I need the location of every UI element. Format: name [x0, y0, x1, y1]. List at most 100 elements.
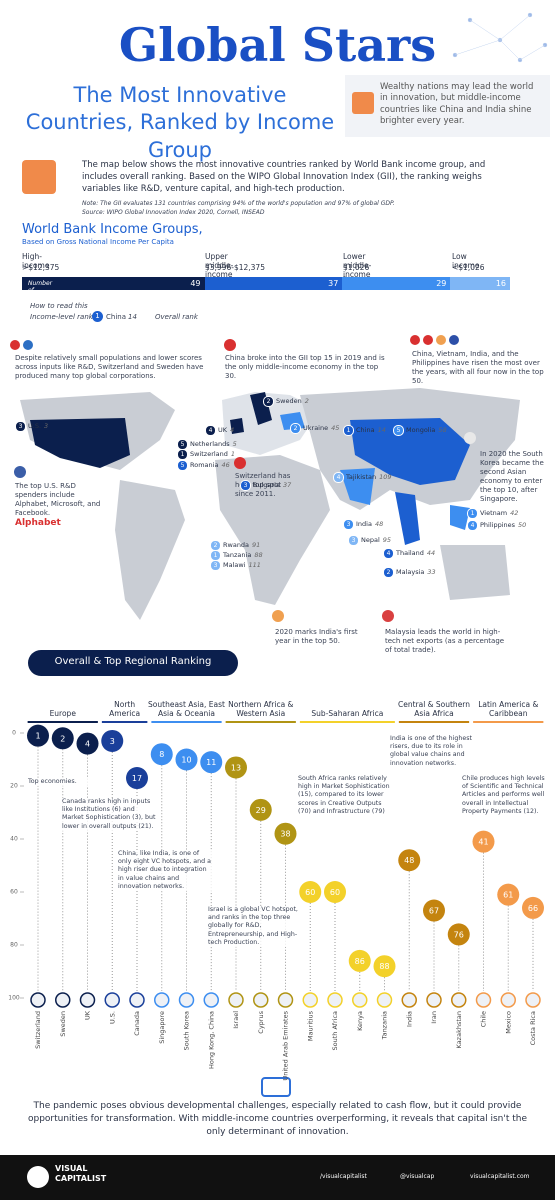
switzerland-flag — [234, 457, 246, 469]
map-label: Tanzania 88 — [223, 551, 263, 559]
map-label: Thailand 44 — [396, 549, 435, 557]
country-name: Thailand — [396, 549, 424, 557]
map-label: Malaysia 33 — [396, 568, 436, 576]
legend-entry: North America — [109, 700, 141, 718]
annotation: India is one of the highest risers, due … — [390, 735, 482, 768]
flag — [224, 339, 236, 351]
income-count: 29 — [436, 279, 447, 288]
overall-rank: 50 — [518, 521, 527, 529]
overall-rank: 91 — [252, 541, 261, 549]
how-example-name: China — [106, 313, 126, 321]
map-label: China 14 — [356, 426, 386, 434]
overall-rank: 33 — [427, 568, 436, 576]
annotation: Canada ranks high in inputs like Institu… — [62, 798, 157, 831]
income-group-range: $3,996-$12,375 — [205, 263, 265, 272]
overall-rank: 48 — [374, 520, 384, 528]
overall-rank: 109 — [379, 473, 392, 481]
income-group-range: >$12,375 — [22, 263, 60, 272]
flag — [423, 335, 433, 345]
annotation: Israel is a global VC hotspot, and ranks… — [208, 906, 308, 947]
alphabet-logo: Alphabet — [15, 518, 61, 528]
overall-rank: 58 — [438, 426, 447, 434]
overall-rank: 45 — [331, 424, 340, 432]
how-example-overall: 14 — [128, 313, 137, 321]
brand-line: CAPITALIST — [55, 1173, 107, 1183]
overall-rank: 111 — [248, 561, 261, 569]
map-label: UK 4 — [218, 426, 234, 434]
map-label: India 48 — [356, 520, 383, 528]
income-bar — [342, 277, 451, 290]
income-bar — [22, 277, 205, 290]
country-name: Tajikistan — [346, 473, 377, 481]
callout: In 2020 the South Korea became the secon… — [480, 450, 544, 504]
overall-rank: 42 — [510, 509, 519, 517]
income-group-name: Lower middle-income — [343, 252, 372, 279]
world-map — [20, 388, 520, 620]
intro-note: Note: The GII evaluates 131 countries co… — [82, 200, 395, 207]
legend-entry: Northern Africa & Western Asia — [228, 700, 294, 718]
country-name: Vietnam — [480, 509, 508, 517]
how-overall-rank: Overall rank — [155, 313, 198, 321]
section-title: Overall & Top Regional Ranking — [54, 656, 212, 667]
income-rank-badge: 5 — [393, 425, 404, 436]
bar-caption: Number of countries in the index income … — [28, 280, 56, 329]
how-title: How to read this — [30, 302, 88, 310]
malaysia-flag — [382, 610, 394, 622]
side-note: Wealthy nations may lead the world in in… — [380, 82, 534, 127]
country-name: U.S. — [28, 422, 42, 430]
overall-rank: 46 — [221, 461, 230, 469]
income-rank-badge: 1 — [343, 425, 354, 436]
flag — [23, 340, 33, 350]
flag — [10, 340, 20, 350]
income-rank-badge: 4 — [383, 548, 394, 559]
footer-link: visualcapitalist.com — [470, 1173, 530, 1180]
country-name: Philippines — [480, 521, 516, 529]
callout: The top U.S. R&D spenders include Alphab… — [15, 482, 101, 518]
overall-rank: 44 — [426, 549, 436, 557]
footer-link: @visualcap — [400, 1173, 435, 1180]
footer-icon — [261, 1077, 291, 1097]
income-count: 49 — [190, 279, 201, 288]
income-group-name: High-income — [22, 252, 50, 270]
income-count: 37 — [328, 279, 339, 288]
overall-rank: 37 — [282, 481, 292, 489]
callout: China, Vietnam, India, and the Philippin… — [412, 350, 544, 386]
callout: Switzerland has held top spot since 2011… — [235, 472, 291, 499]
country-name: UK — [218, 426, 228, 434]
country-name: Rwanda — [223, 541, 250, 549]
income-rank-badge: 1 — [177, 449, 188, 460]
income-count: 16 — [495, 279, 506, 288]
legend-entry: Southeast Asia, East Asia & Oceania — [148, 700, 225, 718]
income-rank-badge: 2 — [383, 567, 394, 578]
overall-rank: 5 — [232, 440, 237, 448]
overall-rank: 2 — [304, 397, 309, 405]
country-name: Sweden — [276, 397, 302, 405]
map-label: Bulgaria 37 — [253, 481, 291, 489]
overall-rank: 95 — [382, 536, 392, 544]
india-flag — [272, 610, 284, 622]
annotation: South Africa ranks relatively high in Ma… — [298, 775, 396, 816]
country-name: Malaysia — [396, 568, 425, 576]
income-rank-badge: 4 — [333, 472, 344, 483]
income-rank-badge: 2 — [290, 423, 301, 434]
income-bar — [450, 277, 510, 290]
annotation: Top economies. — [28, 778, 108, 787]
map-label: Sweden 2 — [276, 397, 309, 405]
income-rank-badge: 3 — [343, 519, 354, 530]
annotation: Chile produces high levels of Scientific… — [462, 775, 552, 816]
overall-rank: 88 — [254, 551, 263, 559]
income-rank-badge: 3 — [240, 480, 251, 491]
legend-entry: Europe — [49, 709, 76, 718]
footer-text: The pandemic poses obvious developmental… — [27, 1101, 528, 1138]
legend-entry: Central & Southern Asia Africa — [397, 700, 471, 718]
income-rank-badge: 4 — [205, 425, 216, 436]
income-title: World Bank Income Groups, — [22, 222, 203, 237]
callout: 2020 marks India's first year in the top… — [275, 628, 358, 646]
annotation: China, like India, is one of only eight … — [118, 850, 213, 891]
country-name: Malawi — [223, 561, 246, 569]
how-example-rank: 1 — [92, 311, 103, 322]
country-name: Romania — [190, 461, 219, 469]
country-name: China — [356, 426, 375, 434]
